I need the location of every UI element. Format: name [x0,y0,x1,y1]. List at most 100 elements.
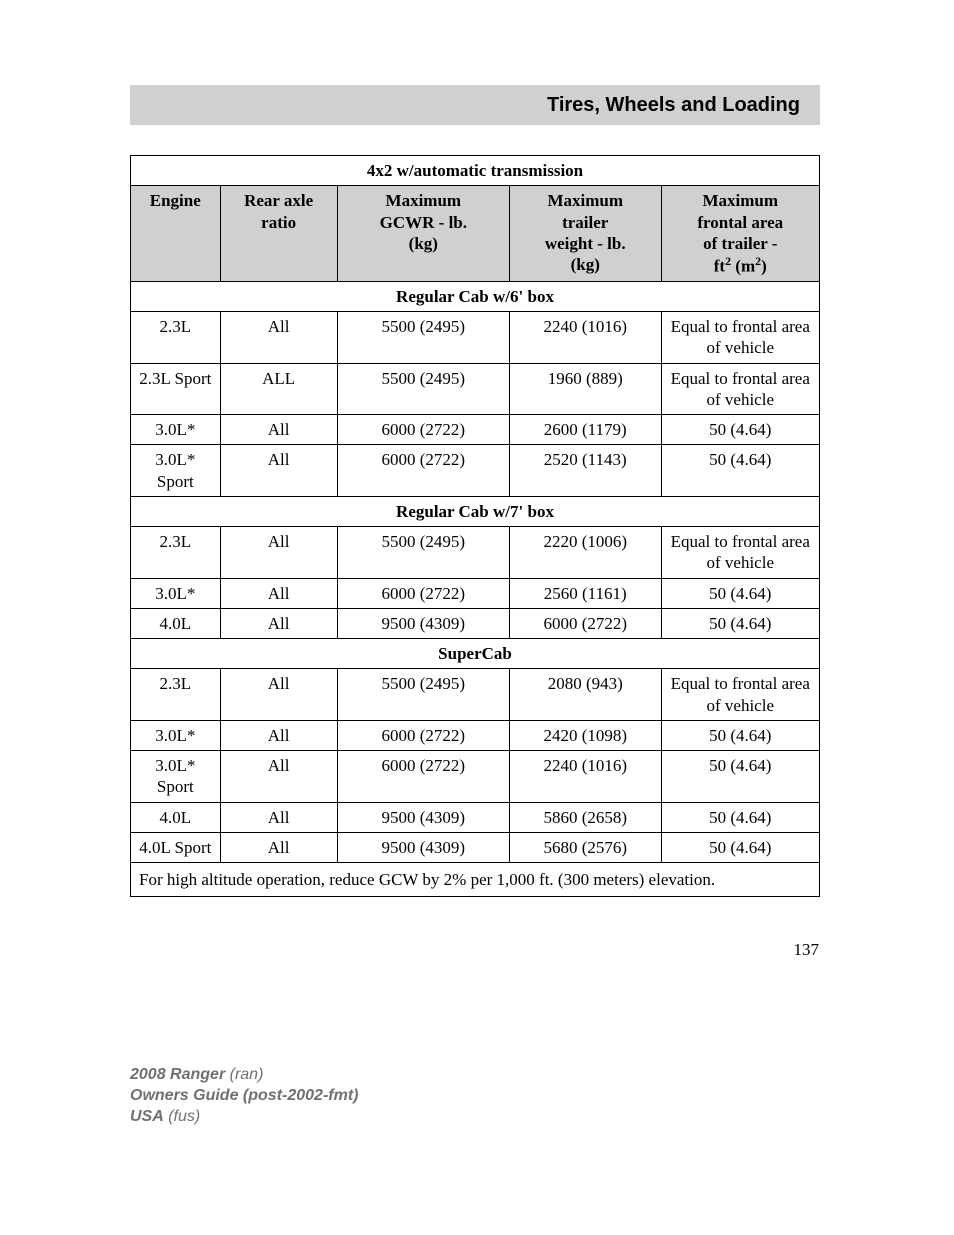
cell-area: 50 (4.64) [661,802,819,832]
page-footer: 2008 Ranger (ran) Owners Guide (post-200… [130,1065,358,1127]
cell-engine: 2.3L Sport [131,363,221,415]
cell-weight: 2080 (943) [509,669,661,721]
col-header-gcwr: Maximum GCWR - lb. (kg) [337,186,509,282]
col-header-gcwr-l2: GCWR - lb. [380,213,467,232]
col-header-area-l4a: ft [714,257,725,276]
cell-engine: 3.0L* Sport [131,445,221,497]
cell-area: Equal to frontal area of vehicle [661,312,819,364]
col-header-weight-l1: Maximum [547,191,623,210]
cell-area: 50 (4.64) [661,751,819,803]
cell-area: Equal to frontal area of vehicle [661,363,819,415]
footer-market-code: (fus) [164,1108,200,1125]
table-row: 2.3L Sport ALL 5500 (2495) 1960 (889) Eq… [131,363,820,415]
cell-area: 50 (4.64) [661,608,819,638]
towing-spec-table: 4x2 w/automatic transmission Engine Rear… [130,155,820,897]
cell-area: Equal to frontal area of vehicle [661,527,819,579]
cell-weight: 5860 (2658) [509,802,661,832]
section-row-3: SuperCab [131,639,820,669]
cell-area: 50 (4.64) [661,832,819,862]
table-footnote: For high altitude operation, reduce GCW … [131,863,820,897]
col-header-gcwr-l1: Maximum [386,191,462,210]
cell-engine: 3.0L* Sport [131,751,221,803]
cell-weight: 2600 (1179) [509,415,661,445]
section-label-1: Regular Cab w/6' box [131,281,820,311]
page-number: 137 [794,940,820,960]
footer-model-code: (ran) [225,1066,263,1083]
table-row: 4.0L All 9500 (4309) 6000 (2722) 50 (4.6… [131,608,820,638]
cell-engine: 2.3L [131,312,221,364]
col-header-engine: Engine [131,186,221,282]
cell-engine: 2.3L [131,527,221,579]
cell-weight: 2560 (1161) [509,578,661,608]
cell-axle: All [220,832,337,862]
cell-area: 50 (4.64) [661,578,819,608]
cell-axle: ALL [220,363,337,415]
cell-weight: 2220 (1006) [509,527,661,579]
col-header-weight-l4: (kg) [571,255,600,274]
cell-weight: 6000 (2722) [509,608,661,638]
col-header-area: Maximum frontal area of trailer - ft2 (m… [661,186,819,282]
footer-line-2: Owners Guide (post-2002-fmt) [130,1086,358,1107]
cell-engine: 3.0L* [131,415,221,445]
table-row: 4.0L Sport All 9500 (4309) 5680 (2576) 5… [131,832,820,862]
table-row: 4.0L All 9500 (4309) 5860 (2658) 50 (4.6… [131,802,820,832]
towing-spec-table-wrap: 4x2 w/automatic transmission Engine Rear… [130,155,820,897]
cell-gcwr: 6000 (2722) [337,445,509,497]
cell-gcwr: 6000 (2722) [337,578,509,608]
cell-weight: 5680 (2576) [509,832,661,862]
cell-area: 50 (4.64) [661,415,819,445]
footer-market: USA [130,1108,164,1125]
cell-engine: 4.0L [131,802,221,832]
table-header-row: Engine Rear axle ratio Maximum GCWR - lb… [131,186,820,282]
cell-axle: All [220,578,337,608]
cell-weight: 2240 (1016) [509,751,661,803]
cell-weight: 2520 (1143) [509,445,661,497]
cell-gcwr: 9500 (4309) [337,802,509,832]
cell-gcwr: 6000 (2722) [337,415,509,445]
cell-gcwr: 5500 (2495) [337,527,509,579]
cell-axle: All [220,751,337,803]
table-title: 4x2 w/automatic transmission [131,156,820,186]
cell-weight: 2420 (1098) [509,720,661,750]
col-header-weight-l3: weight - lb. [545,234,626,253]
col-header-area-l4c: (m [731,257,755,276]
cell-gcwr: 6000 (2722) [337,751,509,803]
section-label-2: Regular Cab w/7' box [131,496,820,526]
cell-area: 50 (4.64) [661,445,819,497]
table-row: 3.0L* All 6000 (2722) 2420 (1098) 50 (4.… [131,720,820,750]
cell-area: Equal to frontal area of vehicle [661,669,819,721]
cell-engine: 3.0L* [131,720,221,750]
cell-gcwr: 9500 (4309) [337,608,509,638]
cell-axle: All [220,669,337,721]
section-label-3: SuperCab [131,639,820,669]
section-row-2: Regular Cab w/7' box [131,496,820,526]
cell-axle: All [220,802,337,832]
cell-axle: All [220,445,337,497]
cell-area: 50 (4.64) [661,720,819,750]
cell-weight: 1960 (889) [509,363,661,415]
cell-gcwr: 6000 (2722) [337,720,509,750]
table-row: 3.0L* Sport All 6000 (2722) 2240 (1016) … [131,751,820,803]
cell-engine: 2.3L [131,669,221,721]
cell-engine: 4.0L [131,608,221,638]
cell-axle: All [220,608,337,638]
cell-axle: All [220,720,337,750]
footer-line-3: USA (fus) [130,1107,358,1128]
table-row: 3.0L* All 6000 (2722) 2600 (1179) 50 (4.… [131,415,820,445]
cell-engine: 4.0L Sport [131,832,221,862]
cell-gcwr: 5500 (2495) [337,363,509,415]
table-footnote-row: For high altitude operation, reduce GCW … [131,863,820,897]
col-header-axle: Rear axle ratio [220,186,337,282]
table-row: 3.0L* Sport All 6000 (2722) 2520 (1143) … [131,445,820,497]
cell-axle: All [220,527,337,579]
cell-axle: All [220,415,337,445]
col-header-area-l1: Maximum [702,191,778,210]
cell-engine: 3.0L* [131,578,221,608]
cell-gcwr: 5500 (2495) [337,312,509,364]
col-header-area-l2: frontal area [697,213,783,232]
col-header-weight-l2: trailer [562,213,608,232]
col-header-area-l4e: ) [761,257,767,276]
col-header-area-l3: of trailer - [703,234,777,253]
cell-gcwr: 5500 (2495) [337,669,509,721]
footer-model: 2008 Ranger [130,1066,225,1083]
